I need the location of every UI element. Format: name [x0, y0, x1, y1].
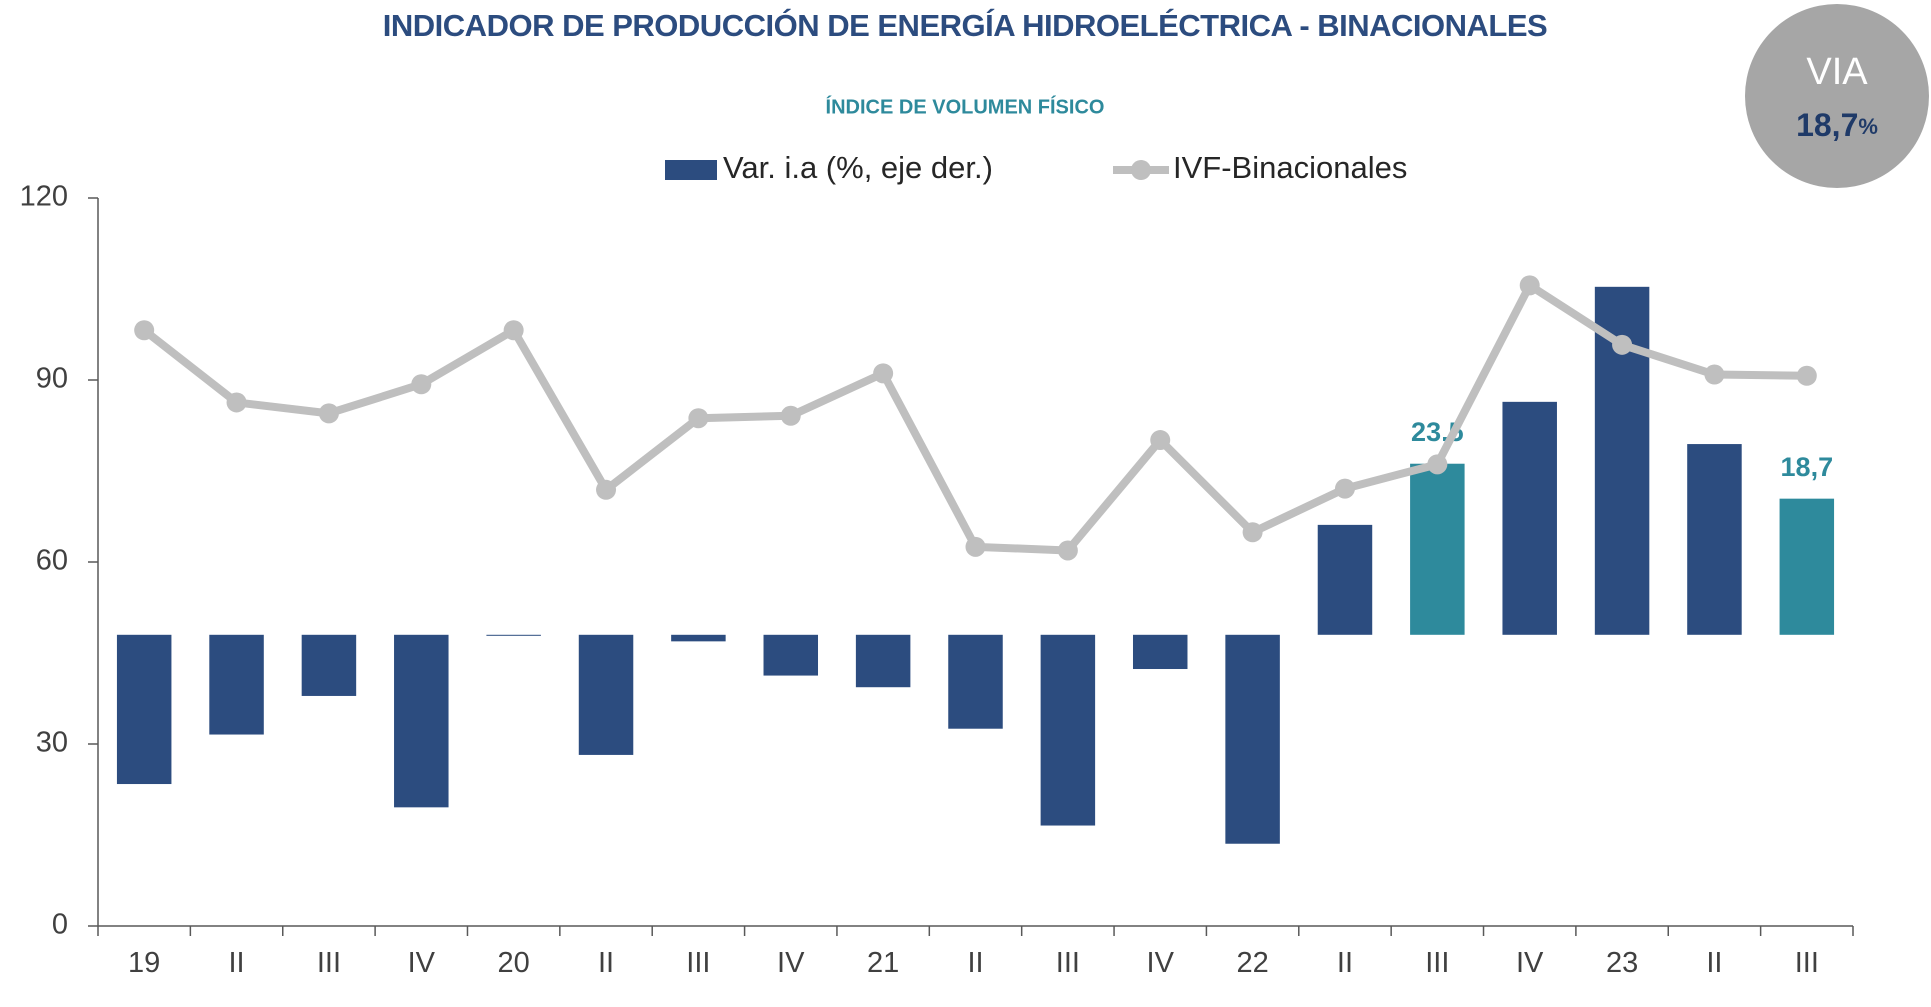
- x-tick-label: 22: [1236, 947, 1268, 979]
- bar: [948, 634, 1003, 729]
- marker: [873, 363, 894, 384]
- x-tick-label: II: [598, 947, 614, 979]
- bar: [394, 634, 449, 808]
- bar: [1779, 498, 1835, 635]
- legend-label: IVF-Binacionales: [1173, 150, 1407, 185]
- x-tick-label: 19: [128, 947, 160, 979]
- x-tick-label: III: [1056, 947, 1080, 979]
- x-tick-label: IV: [408, 947, 436, 979]
- bar: [209, 634, 264, 735]
- marker: [318, 403, 339, 424]
- badge-value: 18,7%: [1796, 107, 1878, 143]
- chart-title: INDICADOR DE PRODUCCIÓN DE ENERGÍA HIDRO…: [383, 7, 1547, 43]
- marker: [965, 536, 986, 557]
- x-tick-label: IV: [1516, 947, 1544, 979]
- bar: [1225, 634, 1280, 844]
- x-tick-label: III: [317, 947, 341, 979]
- marker: [1150, 430, 1171, 451]
- bar: [578, 634, 634, 755]
- bar: [1687, 444, 1742, 635]
- marker: [226, 392, 247, 413]
- marker: [134, 320, 155, 341]
- line: [141, 281, 1807, 555]
- y-tick-label: 30: [36, 727, 68, 759]
- marker: [1334, 478, 1355, 499]
- x-tick-label: III: [1795, 947, 1819, 979]
- x-tick-label: II: [1337, 947, 1353, 979]
- marker: [780, 405, 801, 426]
- x-tick-label: II: [228, 947, 244, 979]
- bar: [1040, 634, 1096, 826]
- y-tick-label: 60: [36, 545, 68, 577]
- legend-label: Var. i.a (%, eje der.): [723, 150, 993, 185]
- marker: [1612, 334, 1633, 355]
- x-tick-label: II: [967, 947, 983, 979]
- x-tick-label: 23: [1606, 947, 1638, 979]
- x-tick-label: 21: [867, 947, 899, 979]
- bar: [1502, 401, 1557, 635]
- bar: [1410, 463, 1465, 635]
- bar: [855, 634, 911, 688]
- y-tick-label: 120: [20, 181, 68, 213]
- bar: [763, 634, 819, 676]
- marker: [688, 408, 709, 429]
- x-tick-label: IV: [1147, 947, 1175, 979]
- bar: [301, 634, 357, 696]
- legend-swatch: [665, 160, 717, 180]
- marker: [1057, 540, 1078, 561]
- x-tick-label: II: [1706, 947, 1722, 979]
- bar: [1132, 634, 1188, 670]
- badge: [1745, 4, 1929, 188]
- y-tick-label: 0: [52, 909, 68, 941]
- y-tick-label: 90: [36, 363, 68, 395]
- bar: [671, 634, 726, 642]
- x-tick-label: III: [686, 947, 710, 979]
- bar: [116, 634, 172, 785]
- legend-marker: [1131, 160, 1151, 180]
- marker: [503, 320, 524, 341]
- x-tick-label: IV: [777, 947, 805, 979]
- x-tick-label: 20: [498, 947, 530, 979]
- badge-label: VIA: [1806, 51, 1868, 93]
- x-tick-label: III: [1425, 947, 1449, 979]
- marker: [1796, 365, 1817, 386]
- marker: [596, 479, 617, 500]
- bar: [486, 634, 541, 636]
- chart-subtitle: ÍNDICE DE VOLUMEN FÍSICO: [826, 95, 1105, 118]
- marker: [1427, 454, 1448, 475]
- badge-unit: %: [1858, 114, 1878, 139]
- bar: [1317, 524, 1373, 635]
- marker: [1519, 275, 1540, 296]
- data-label: 18,7: [1781, 452, 1834, 482]
- marker: [1704, 364, 1725, 385]
- marker: [411, 374, 432, 395]
- badge-number: 18,7: [1796, 107, 1858, 143]
- marker: [1242, 522, 1263, 543]
